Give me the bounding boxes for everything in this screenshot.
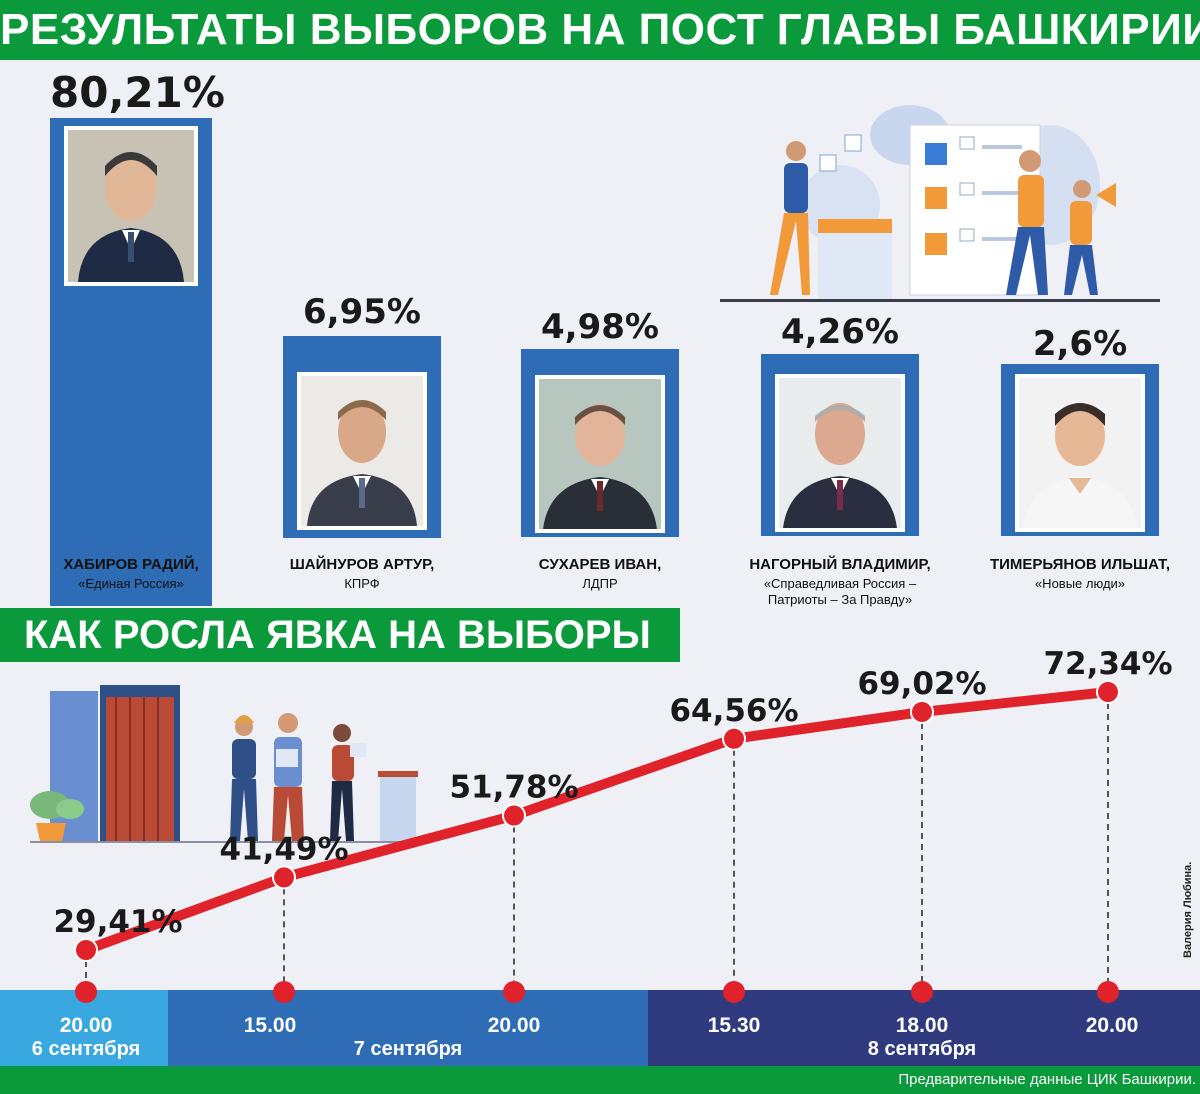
candidate-party-line1: «Справедливая Россия – xyxy=(763,576,917,591)
turnout-point xyxy=(722,726,746,751)
page-title: РЕЗУЛЬТАТЫ ВЫБОРОВ НА ПОСТ ГЛАВЫ БАШКИРИ… xyxy=(0,0,1200,60)
candidate-party-line2: Патриоты – За Правду» xyxy=(767,592,913,607)
candidate-percent: 4,98% xyxy=(541,307,659,347)
timeline-time-label: 15.00 xyxy=(243,1014,297,1037)
author-credit: Валерия Любина. xyxy=(1182,861,1194,958)
timeline-dot xyxy=(1097,981,1119,1003)
timeline-dot xyxy=(75,981,97,1003)
candidate-photo xyxy=(1015,374,1145,532)
timeline-time-label: 20.00 xyxy=(487,1014,541,1037)
candidate-party: КПРФ xyxy=(344,576,380,591)
candidate-photo xyxy=(297,372,427,530)
timeline-dot xyxy=(273,981,295,1003)
timeline-day-label: 8 сентября xyxy=(867,1038,977,1060)
timeline-dot xyxy=(911,981,933,1003)
turnout-line-chart: 29,41% 41,49% 51,78% 64,56% 69,02% 72,34% xyxy=(53,646,1173,1003)
turnout-point xyxy=(272,865,296,890)
candidate-name: ХАБИРОВ РАДИЙ, xyxy=(63,556,199,573)
timeline-time-label: 20.00 xyxy=(59,1014,113,1037)
candidate-khabirov: 80,21% ХАБИРОВ РАДИЙ, «Единая Россия» xyxy=(50,60,225,606)
voting-illustration xyxy=(720,105,1160,302)
timeline-day-label: 7 сентября xyxy=(353,1038,463,1060)
candidate-party: ЛДПР xyxy=(582,576,618,591)
candidate-percent: 80,21% xyxy=(50,68,225,117)
candidate-party: «Новые люди» xyxy=(1034,576,1126,591)
timeline-time-label: 18.00 xyxy=(895,1014,949,1037)
turnout-value-label: 72,34% xyxy=(1043,646,1172,682)
timeline-dot xyxy=(503,981,525,1003)
candidate-photo xyxy=(535,375,665,533)
turnout-title: КАК РОСЛА ЯВКА НА ВЫБОРЫ xyxy=(0,608,680,662)
timeline-time-label: 20.00 xyxy=(1085,1014,1139,1037)
timeline-day2-segment xyxy=(168,990,648,1066)
timeline-time-label: 15.30 xyxy=(707,1014,761,1037)
turnout-point xyxy=(74,938,98,962)
candidate-photo xyxy=(775,374,905,532)
candidate-percent: 2,6% xyxy=(1032,324,1128,364)
turnout-series-line xyxy=(81,687,1113,955)
turnout-point xyxy=(502,803,526,828)
candidate-name: НАГОРНЫЙ ВЛАДИМИР, xyxy=(749,556,931,573)
footer-bar xyxy=(0,1066,1200,1094)
footer-note: Предварительные данные ЦИК Башкирии. xyxy=(898,1071,1196,1088)
turnout-value-label: 29,41% xyxy=(53,904,182,940)
polling-booth-illustration xyxy=(30,685,430,843)
timeline-day-label: 6 сентября xyxy=(31,1038,141,1060)
candidate-timeryanov: 2,6% ТИМЕРЬЯНОВ ИЛЬШАТ, «Новые люди» xyxy=(990,322,1170,610)
candidate-nagorny: 4,26% НАГОРНЫЙ ВЛАДИМИР, «Справедливая Р… xyxy=(749,310,930,610)
turnout-value-label: 64,56% xyxy=(669,693,798,729)
turnout-point xyxy=(1096,680,1120,704)
candidate-shainurov: 6,95% ШАЙНУРОВ АРТУР, КПРФ xyxy=(283,290,441,600)
candidate-name: ТИМЕРЬЯНОВ ИЛЬШАТ, xyxy=(989,556,1170,573)
candidate-percent: 4,26% xyxy=(781,312,899,352)
candidate-sukharev: 4,98% СУХАРЕВ ИВАН, ЛДПР xyxy=(521,305,679,600)
turnout-point xyxy=(910,699,934,724)
turnout-value-label: 51,78% xyxy=(449,770,578,806)
turnout-value-label: 41,49% xyxy=(219,831,348,867)
candidate-name: СУХАРЕВ ИВАН, xyxy=(538,556,662,573)
candidate-percent: 6,95% xyxy=(303,292,421,332)
turnout-value-label: 69,02% xyxy=(857,666,986,702)
candidate-name: ШАЙНУРОВ АРТУР, xyxy=(289,556,435,573)
candidate-party: «Единая Россия» xyxy=(78,576,184,591)
candidate-photo xyxy=(64,126,198,286)
timeline-dot xyxy=(723,981,745,1003)
